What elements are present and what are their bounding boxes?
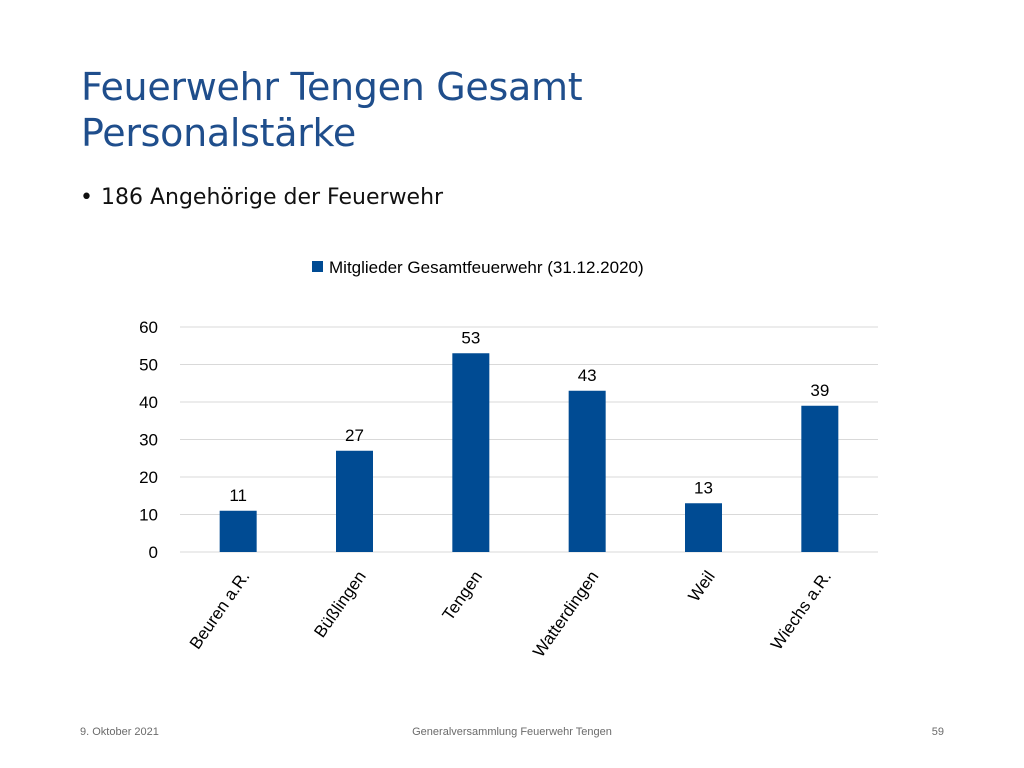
- slide-title: Feuerwehr Tengen Gesamt Personalstärke: [81, 64, 941, 156]
- footer-title: Generalversammlung Feuerwehr Tengen: [412, 726, 612, 738]
- y-tick-label: 60: [139, 318, 158, 337]
- data-label: 39: [810, 381, 829, 400]
- data-label: 53: [461, 328, 480, 347]
- data-label: 43: [578, 366, 597, 385]
- x-category-label: Watterdingen: [529, 567, 602, 660]
- footer-page-number: 59: [931, 726, 944, 738]
- bar: [685, 503, 722, 552]
- bar: [336, 450, 373, 552]
- footer-date: 9. Oktober 2021: [80, 726, 159, 738]
- slide-title-line-2: Personalstärke: [81, 111, 356, 155]
- y-tick-label: 0: [149, 543, 158, 562]
- bar: [219, 510, 257, 552]
- legend-swatch: [312, 261, 323, 272]
- bullet-dot-icon: •: [80, 185, 93, 210]
- bullet-text: 186 Angehörige der Feuerwehr: [100, 185, 444, 210]
- legend-label: Mitglieder Gesamtfeuerwehr (31.12.2020): [329, 258, 644, 277]
- x-category-label: Tengen: [439, 567, 487, 624]
- data-label: 13: [694, 478, 713, 497]
- data-label: 27: [345, 426, 364, 445]
- x-category-label: Beuren a.R.: [186, 567, 254, 652]
- x-category-label: Weil: [684, 567, 718, 605]
- data-label: 11: [229, 486, 247, 505]
- x-category-label: Wiechs a.R.: [767, 567, 835, 653]
- y-tick-label: 30: [139, 431, 158, 450]
- slide-title-line-1: Feuerwehr Tengen Gesamt: [81, 65, 583, 109]
- y-tick-label: 40: [139, 393, 158, 412]
- y-tick-label: 20: [139, 468, 158, 487]
- bullet-point: • 186 Angehörige der Feuerwehr: [80, 185, 443, 210]
- y-tick-label: 50: [139, 356, 158, 375]
- x-category-label: Büßlingen: [310, 567, 369, 641]
- bar: [801, 405, 839, 552]
- bar-chart: 0 10 20 30 40 50 60 Mitglieder Gesamtfeuerwehr …: [139, 258, 878, 661]
- bar: [568, 390, 606, 552]
- bar: [452, 353, 490, 552]
- y-tick-label: 10: [139, 506, 158, 525]
